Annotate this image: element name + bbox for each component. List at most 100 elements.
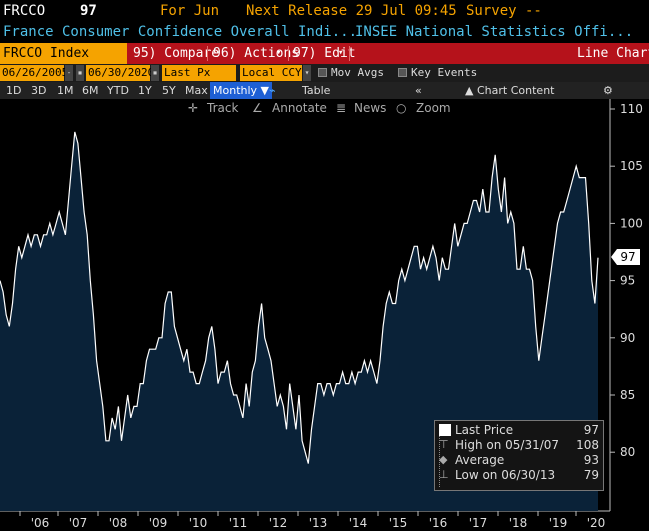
start-date-input[interactable]: 06/26/2005 bbox=[0, 65, 69, 81]
security-field[interactable]: FRCCO Index bbox=[0, 43, 127, 64]
x-tick-label: '12 bbox=[269, 516, 288, 530]
survey: Survey -- bbox=[466, 3, 542, 19]
zoom-button[interactable]: Zoom bbox=[416, 101, 451, 115]
for-period: For Jun bbox=[160, 3, 220, 19]
period-max-button[interactable]: Max bbox=[185, 84, 208, 97]
x-tick-label: '15 bbox=[389, 516, 408, 530]
menu-divider bbox=[207, 46, 208, 61]
legend-handle bbox=[439, 425, 443, 487]
news-icon[interactable]: ≣ bbox=[336, 101, 347, 115]
period-6m-button[interactable]: 6M bbox=[82, 84, 99, 97]
x-tick-label: '10 bbox=[189, 516, 208, 530]
x-tick-label: '18 bbox=[509, 516, 528, 530]
key-events-label: Key Events bbox=[411, 66, 478, 79]
magnifier-icon[interactable]: ○ bbox=[396, 101, 407, 115]
header-value: 97 bbox=[80, 3, 97, 19]
series-area bbox=[0, 131, 598, 511]
legend-last-price-label: Last Price bbox=[455, 423, 514, 437]
legend-average-value: 93 bbox=[583, 453, 599, 467]
annotate-button[interactable]: Annotate bbox=[272, 101, 327, 115]
y-tick-label: 105 bbox=[620, 159, 643, 173]
field-select[interactable]: Last Px bbox=[162, 65, 236, 81]
end-date-input[interactable]: 06/30/2020 bbox=[86, 65, 155, 81]
chevron-down-icon[interactable]: ▾ bbox=[338, 48, 344, 58]
menu-divider bbox=[349, 46, 350, 61]
y-tick-label: 95 bbox=[620, 274, 635, 288]
currency-select[interactable]: Local CCY bbox=[240, 65, 302, 81]
actions-menu[interactable]: 96) Actions bbox=[213, 46, 300, 61]
y-tick-label: 100 bbox=[620, 216, 643, 230]
gear-icon[interactable]: ⚙ bbox=[603, 84, 613, 97]
y-tick-label: 90 bbox=[620, 331, 635, 345]
legend-average-label: Average bbox=[455, 453, 505, 467]
legend-low-label: Low on 06/30/13 bbox=[455, 468, 556, 482]
period-3d-button[interactable]: 3D bbox=[31, 84, 47, 97]
average-marker-icon: ◆ bbox=[439, 453, 448, 466]
settings-bar: 06/26/2005 - ▪ 06/30/2020 ▪ Last Px Loca… bbox=[0, 64, 649, 82]
calendar-icon[interactable]: ▪ bbox=[76, 65, 84, 81]
crosshair-icon[interactable]: ✛ bbox=[188, 101, 199, 115]
chevron-down-icon[interactable]: ▾ bbox=[276, 48, 282, 58]
frequency-label: Monthly bbox=[213, 84, 258, 97]
x-tick-label: '17 bbox=[469, 516, 488, 530]
x-tick-label: '19 bbox=[549, 516, 568, 530]
period-1m-button[interactable]: 1M bbox=[57, 84, 74, 97]
period-1y-button[interactable]: 1Y bbox=[138, 84, 152, 97]
date-range-dash: - bbox=[65, 65, 73, 81]
legend-low-value: 79 bbox=[583, 468, 599, 482]
security-name: France Consumer Confidence Overall Indi.… bbox=[3, 24, 358, 40]
track-button[interactable]: Track bbox=[207, 101, 239, 115]
table-button[interactable]: Table bbox=[302, 84, 331, 97]
compare-menu[interactable]: 95) Compare bbox=[133, 46, 220, 61]
period-bar: 1D 3D 1M 6M YTD 1Y 5Y Max Monthly ▼ ⌁ Ta… bbox=[0, 82, 649, 99]
chart-type-label[interactable]: Line Chart bbox=[577, 46, 649, 61]
edit-menu[interactable]: 97) Edit bbox=[293, 46, 356, 61]
pencil-icon[interactable]: ∠ bbox=[252, 101, 263, 115]
x-tick-label: '09 bbox=[149, 516, 168, 530]
calendar-icon[interactable]: ▪ bbox=[151, 65, 159, 81]
next-release: Next Release 29 Jul 09:45 bbox=[246, 3, 457, 19]
last-value-marker: 97 bbox=[611, 249, 640, 265]
x-tick-label: '08 bbox=[109, 516, 128, 530]
x-tick-label: '07 bbox=[69, 516, 88, 530]
x-tick-label: '13 bbox=[309, 516, 328, 530]
chart-content-icon: ▲ bbox=[465, 84, 474, 97]
collapse-icon[interactable]: « bbox=[415, 84, 422, 97]
high-marker-icon: ⊤ bbox=[439, 438, 449, 451]
x-axis: '06 '07 '08 '09 '10 '11 '12 '13 '14 '15 '16 '17 '18 '… bbox=[19, 511, 606, 530]
y-tick-label: 80 bbox=[620, 445, 635, 459]
chart-style-icon[interactable]: ⌁ bbox=[269, 84, 276, 97]
mov-avgs-checkbox[interactable] bbox=[318, 68, 327, 77]
chart-legend[interactable]: Last Price 97 ⊤ High on 05/31/07 108 ◆ A… bbox=[434, 420, 604, 491]
last-value-label: 97 bbox=[620, 250, 635, 264]
chart-toolbar: ✛ Track ∠ Annotate ≣ News ○ Zoom bbox=[188, 101, 458, 117]
header-bar: FRCCO 97 For Jun Next Release 29 Jul 09:… bbox=[0, 0, 649, 22]
mov-avgs-label: Mov Avgs bbox=[331, 66, 384, 79]
menu-bar: FRCCO Index 95) Compare 96) Actions ▾ 97… bbox=[0, 43, 649, 64]
y-axis: 80 85 90 95 100 105 110 bbox=[610, 102, 643, 459]
period-5y-button[interactable]: 5Y bbox=[162, 84, 176, 97]
y-tick-label: 85 bbox=[620, 388, 635, 402]
menu-divider bbox=[288, 46, 289, 61]
chevron-down-icon[interactable]: ▾ bbox=[303, 65, 311, 81]
x-tick-label: '14 bbox=[349, 516, 368, 530]
security-source: INSEE National Statistics Offi... bbox=[355, 24, 634, 40]
last-price-swatch bbox=[439, 424, 451, 436]
low-marker-icon: ⊥ bbox=[439, 468, 449, 481]
period-1d-button[interactable]: 1D bbox=[6, 84, 22, 97]
chart-content-button[interactable]: Chart Content bbox=[477, 84, 555, 97]
legend-high-label: High on 05/31/07 bbox=[455, 438, 560, 452]
last-value-tag bbox=[611, 249, 640, 265]
x-tick-label: '11 bbox=[229, 516, 248, 530]
x-tick-label: '16 bbox=[429, 516, 448, 530]
x-tick-label: '20 bbox=[587, 516, 606, 530]
legend-high-value: 108 bbox=[576, 438, 599, 452]
period-ytd-button[interactable]: YTD bbox=[107, 84, 129, 97]
news-button[interactable]: News bbox=[354, 101, 387, 115]
legend-last-price-value: 97 bbox=[583, 423, 599, 437]
x-tick-label: '06 bbox=[31, 516, 50, 530]
description-bar: France Consumer Confidence Overall Indi.… bbox=[0, 22, 649, 43]
key-events-checkbox[interactable] bbox=[398, 68, 407, 77]
frequency-select[interactable]: Monthly ▼ bbox=[210, 82, 273, 99]
